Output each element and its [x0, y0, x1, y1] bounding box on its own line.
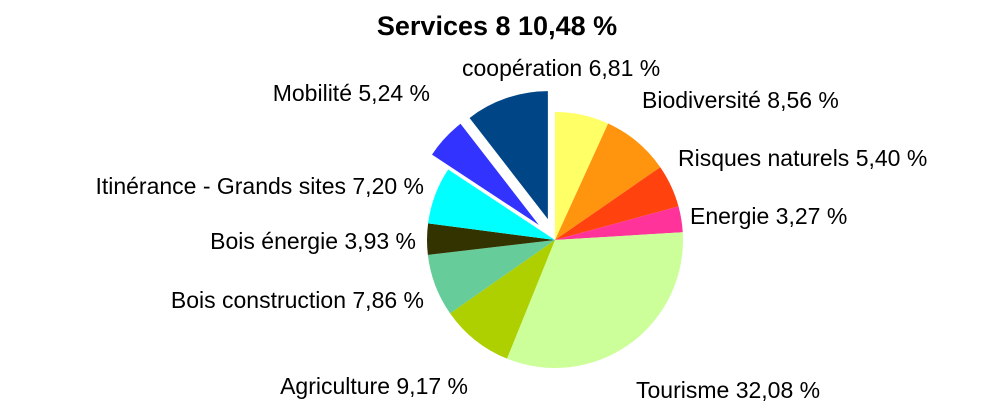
slice-label: Services 8 10,48 %: [377, 11, 617, 41]
slice-label: Risques naturels 5,40 %: [678, 145, 927, 171]
slice-label: Mobilité 5,24 %: [273, 80, 430, 106]
value-label: 8,56 %: [767, 87, 839, 113]
pie-slice: [506, 232, 683, 368]
pie-slice: [426, 223, 555, 255]
category-name: Mobilité: [273, 80, 352, 106]
category-name: Bois énergie: [210, 228, 338, 254]
value-label: 32,08 %: [736, 377, 820, 403]
value-label: 7,20 %: [352, 173, 424, 199]
slice-label: Energie 3,27 %: [690, 203, 847, 229]
value-label: 6,81 %: [589, 55, 661, 81]
pie-slice: [450, 240, 555, 359]
value-label: 9,17 %: [396, 373, 468, 399]
slice-label: coopération 6,81 %: [462, 55, 660, 81]
category-name: Agriculture: [280, 373, 390, 399]
slice-label: Itinérance - Grands sites 7,20 %: [95, 173, 424, 199]
value-label: 3,93 %: [344, 228, 416, 254]
value-label: 5,24 %: [358, 80, 430, 106]
value-label: 3,27 %: [776, 203, 848, 229]
category-name: Tourisme: [636, 377, 729, 403]
category-name: Energie: [690, 203, 769, 229]
value-label: 5,40 %: [856, 145, 928, 171]
pie-slice: [555, 167, 679, 240]
category-name: Itinérance - Grands sites: [95, 173, 346, 199]
category-name: Bois construction: [171, 287, 346, 313]
category-name: Risques naturels: [678, 145, 849, 171]
value-label: 10,48 %: [518, 11, 617, 41]
pie-slice: [555, 206, 683, 240]
value-label: 7,86 %: [352, 287, 424, 313]
pie-slice: [427, 240, 555, 314]
category-name: Biodiversité: [642, 87, 761, 113]
slice-label: Bois énergie 3,93 %: [210, 228, 416, 254]
pie-slice: [432, 123, 539, 226]
slice-label: Tourisme 32,08 %: [636, 377, 820, 403]
pie-slice: [555, 112, 609, 240]
pie-slice: [555, 123, 661, 240]
slice-label: Bois construction 7,86 %: [171, 287, 424, 313]
slice-label: Agriculture 9,17 %: [280, 373, 468, 399]
category-name: coopération: [462, 55, 582, 81]
pie-slice: [428, 169, 555, 240]
pie-slice: [469, 91, 548, 220]
category-name: Services 8: [377, 11, 511, 41]
slice-label: Biodiversité 8,56 %: [642, 87, 839, 113]
